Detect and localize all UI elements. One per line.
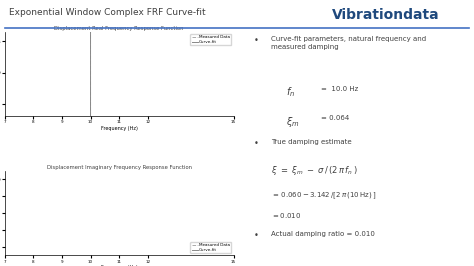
Text: •: • — [254, 36, 258, 45]
Text: =  10.0 Hz: = 10.0 Hz — [321, 86, 358, 92]
Title: Displacement Imaginary Frequency Response Function: Displacement Imaginary Frequency Respons… — [46, 165, 191, 170]
Text: $= 0.010$: $= 0.010$ — [271, 211, 301, 220]
Text: $\xi_m$: $\xi_m$ — [286, 115, 300, 128]
Legend: Measured Data, Curve-fit: Measured Data, Curve-fit — [191, 242, 231, 253]
Text: $\xi\ =\ \xi_m\ -\ \sigma\,/\,(2\,\pi\,f_n\,)$: $\xi\ =\ \xi_m\ -\ \sigma\,/\,(2\,\pi\,f… — [271, 164, 358, 177]
Text: Exponential Window Complex FRF Curve-fit: Exponential Window Complex FRF Curve-fit — [9, 8, 206, 17]
Text: $f_n$: $f_n$ — [286, 86, 295, 99]
X-axis label: Frequency (Hz): Frequency (Hz) — [100, 265, 137, 266]
Text: Vibrationdata: Vibrationdata — [332, 8, 439, 22]
X-axis label: Frequency (Hz): Frequency (Hz) — [100, 126, 137, 131]
Text: True damping estimate: True damping estimate — [271, 139, 352, 145]
Text: Curve-fit parameters, natural frequency and
measured damping: Curve-fit parameters, natural frequency … — [271, 36, 426, 50]
Text: Actual damping ratio = 0.010: Actual damping ratio = 0.010 — [271, 231, 375, 237]
Text: •: • — [254, 231, 258, 240]
Title: Displacement Real Frequency Response Function: Displacement Real Frequency Response Fun… — [55, 26, 184, 31]
Text: $=\,0.060 - 3.142\,/[2\,\pi\,(10\,\mathrm{Hz})\;]$: $=\,0.060 - 3.142\,/[2\,\pi\,(10\,\mathr… — [271, 190, 377, 201]
Text: •: • — [254, 139, 258, 148]
Text: = 0.064: = 0.064 — [321, 115, 349, 120]
Legend: Measured Data, Curve-fit: Measured Data, Curve-fit — [191, 34, 231, 45]
